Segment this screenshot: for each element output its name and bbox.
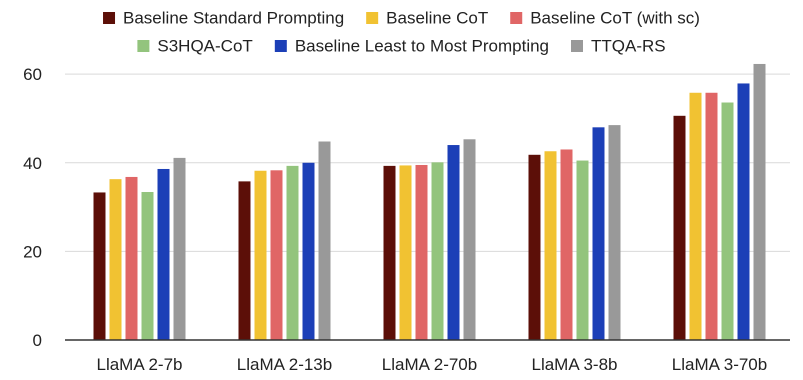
- bar: [302, 162, 315, 340]
- bar: [93, 192, 106, 340]
- legend-label: Baseline Standard Prompting: [123, 9, 344, 28]
- legend-label: Baseline Least to Most Prompting: [295, 37, 549, 56]
- x-tick-label: LlaMA 2-13b: [237, 355, 332, 374]
- bar: [399, 165, 412, 340]
- bar: [544, 151, 557, 340]
- bar: [576, 160, 589, 340]
- bar: [157, 168, 170, 340]
- legend-label: Baseline CoT: [386, 9, 488, 28]
- y-tick-label: 60: [23, 65, 42, 84]
- bar: [254, 170, 267, 340]
- y-tick-label: 0: [33, 331, 42, 350]
- legend-swatch: [366, 12, 379, 24]
- bar: [415, 164, 428, 340]
- x-tick-label: LlaMA 2-7b: [97, 355, 183, 374]
- bar: [173, 157, 186, 340]
- bar: [705, 92, 718, 340]
- bar: [447, 145, 460, 340]
- bar: [560, 149, 573, 340]
- legend-label: TTQA-RS: [591, 37, 666, 56]
- legend-swatch: [571, 40, 583, 52]
- y-tick-label: 20: [23, 242, 42, 261]
- bar: [463, 139, 476, 340]
- legend-swatch: [137, 40, 150, 52]
- y-tick-label: 40: [23, 154, 42, 173]
- legend-swatch: [510, 12, 523, 24]
- bar: [737, 83, 750, 340]
- bar: [528, 154, 541, 340]
- bar: [125, 176, 138, 340]
- bar: [608, 125, 621, 340]
- bar: [383, 165, 396, 340]
- legend-swatch: [274, 40, 287, 52]
- legend-label: Baseline CoT (with sc): [530, 9, 700, 28]
- bar: [673, 115, 686, 341]
- bar: [286, 165, 299, 340]
- bar: [721, 102, 734, 340]
- bar: [689, 92, 702, 340]
- legend-swatch: [103, 12, 116, 24]
- bar: [109, 179, 122, 340]
- x-tick-label: LlaMA 3-70b: [672, 355, 767, 374]
- bar: [318, 141, 331, 340]
- legend: Baseline Standard Prompting Baseline CoT B…: [103, 9, 700, 56]
- bar: [141, 192, 154, 340]
- bar: [753, 63, 766, 341]
- axes: 0 20 40 60 LlaMA 2-7b LlaMA 2-13b LlaMA 2-70b L…: [23, 65, 790, 374]
- legend-label: S3HQA-CoT: [157, 37, 252, 56]
- x-tick-label: LlaMA 2-70b: [382, 355, 477, 374]
- x-tick-label: LlaMA 3-8b: [532, 355, 618, 374]
- bar: [270, 170, 283, 340]
- bar: [592, 127, 605, 340]
- bar: [431, 162, 444, 340]
- bars: [93, 63, 766, 341]
- bar: [238, 181, 251, 340]
